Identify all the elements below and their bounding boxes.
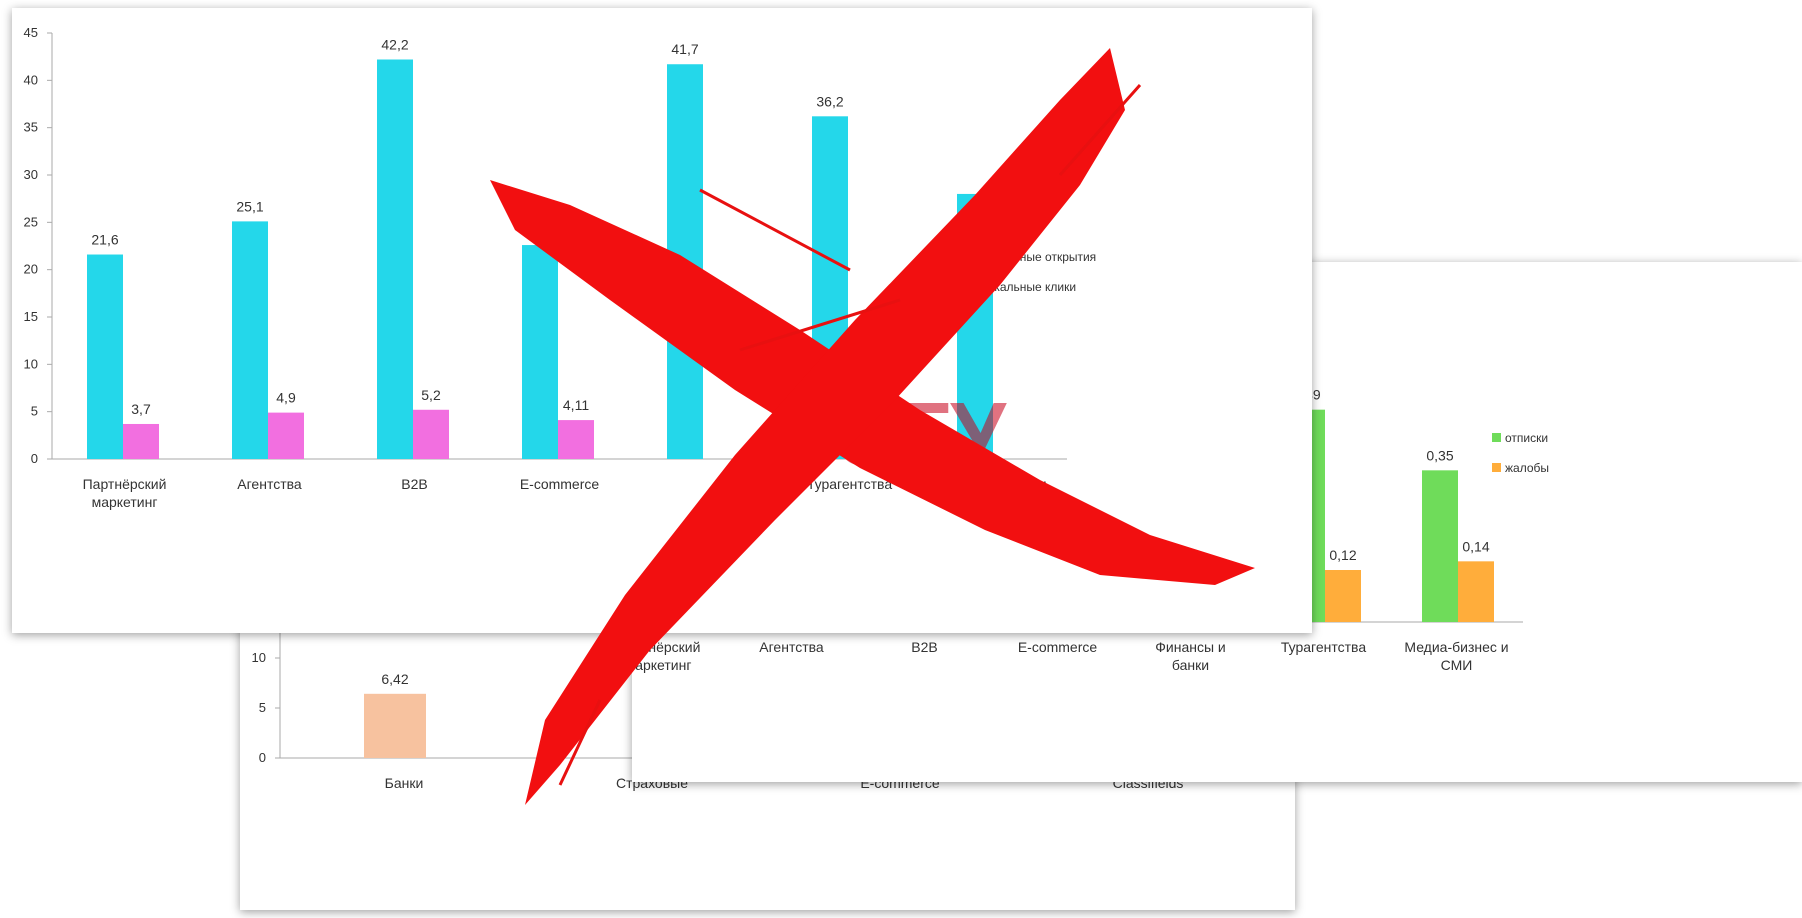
category-label: Банки (385, 775, 424, 791)
chart-card-opens-clicks: 0 5 10 15 20 25 30 35 40 45 21,6 3,7 Партнёрский марк… (12, 8, 1312, 633)
category-label-line2: СМИ (979, 494, 1011, 510)
bar-b (558, 420, 594, 459)
bar-a (1422, 470, 1458, 622)
data-label: 41,7 (671, 41, 698, 57)
data-label: 0,35 (1426, 447, 1453, 463)
bar-b (413, 409, 449, 459)
bar-b (123, 423, 159, 459)
bar-b (1458, 561, 1494, 622)
category-label: E-commerce (1018, 639, 1098, 655)
data-label: 6,42 (381, 671, 408, 687)
legend-swatch (1492, 433, 1501, 442)
legend-swatch (962, 282, 971, 291)
legend-label: уникальные открытия (975, 250, 1096, 264)
legend-label: жалобы (1505, 461, 1549, 475)
category-label: B2B (911, 639, 937, 655)
legend-label: отписки (1505, 431, 1548, 445)
category-label-line2: СМИ (1441, 657, 1473, 673)
chart-opens-clicks-svg: 0 5 10 15 20 25 30 35 40 45 21,6 3,7 Партнёрский марк… (24, 25, 1097, 510)
category-label: Турагентства (1281, 639, 1366, 655)
bar-b (268, 412, 304, 459)
y-tick-label: 35 (24, 120, 38, 135)
y-tick-label: 10 (252, 650, 266, 665)
bar-a (522, 245, 558, 459)
bar-b (848, 392, 884, 459)
category-label-line1: Партнёрский (83, 476, 167, 492)
category-label: Агентства (759, 639, 824, 655)
category-label-line2: банки (1172, 657, 1209, 673)
legend-label: уникальные клики (975, 280, 1076, 294)
y-tick-label: 15 (24, 309, 38, 324)
data-label: 0,14 (1462, 538, 1489, 554)
category-label-line2: маркетинг (92, 494, 158, 510)
y-tick-label: 20 (24, 262, 38, 277)
y-tick-label: 0 (259, 750, 266, 765)
data-label: 36,2 (816, 93, 843, 109)
category-label-line1: Партнёрский (617, 639, 701, 655)
y-tick-label: 5 (259, 700, 266, 715)
y-tick-label: 40 (24, 72, 38, 87)
category-label-line1: Медиа-бизнес и (942, 476, 1046, 492)
category-label-line2: маркетинг (626, 657, 692, 673)
data-label: 25,1 (236, 198, 263, 214)
category-label: Турагентства (807, 476, 892, 492)
y-tick-label: 25 (24, 214, 38, 229)
bar-a (87, 254, 123, 459)
data-label: 4,9 (276, 390, 296, 406)
bar-a (957, 193, 993, 459)
category-label-line1: Финансы и (1155, 639, 1226, 655)
category-label-line1: Медиа-бизнес и (1404, 639, 1508, 655)
y-tick-label: 45 (24, 25, 38, 40)
category-label: E-commerce (520, 476, 600, 492)
data-label: 42,2 (381, 37, 408, 53)
data-label: 3,7 (131, 401, 151, 417)
bar-a (232, 221, 268, 459)
y-tick-label: 0 (31, 451, 38, 466)
bar-b (1325, 570, 1361, 622)
legend-swatch (962, 252, 971, 261)
bar-a (377, 59, 413, 460)
y-tick-label: 10 (24, 356, 38, 371)
y-tick-label: 5 (31, 404, 38, 419)
category-label: Агентства (237, 476, 302, 492)
bar-a (812, 116, 848, 459)
data-label: 5,2 (421, 387, 441, 403)
legend-swatch (1492, 463, 1501, 472)
bar-b (364, 693, 426, 758)
data-label: 0,12 (1329, 547, 1356, 563)
data-label: 22,6 (526, 222, 553, 238)
bar-a (667, 64, 703, 460)
data-label: 4,11 (563, 397, 589, 413)
y-tick-label: 30 (24, 167, 38, 182)
category-label: B2B (401, 476, 427, 492)
data-label: 21,6 (91, 232, 118, 248)
